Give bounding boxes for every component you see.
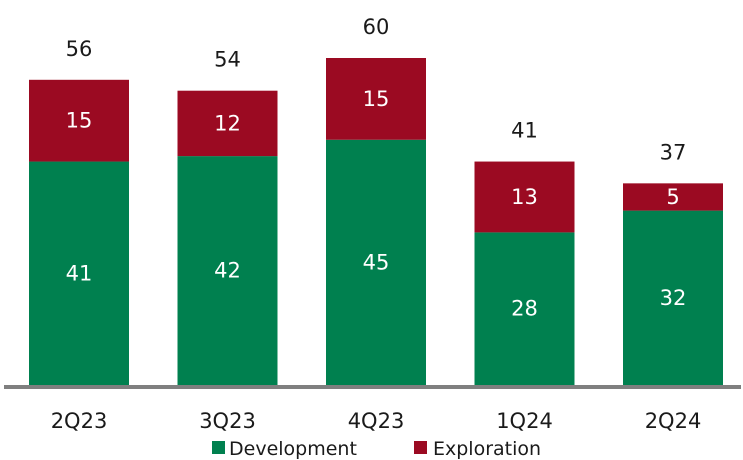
legend-label-exploration: Exploration xyxy=(433,438,541,460)
x-tick-3Q23: 3Q23 xyxy=(199,409,256,433)
total-label-2Q24: 37 xyxy=(660,140,687,164)
bar-development-4Q23 xyxy=(326,139,426,385)
legend-swatch-development xyxy=(212,441,225,454)
legend-swatch-exploration xyxy=(414,441,427,454)
total-label-4Q23: 60 xyxy=(363,15,390,39)
bar-exploration-2Q24 xyxy=(623,183,723,211)
segment-labels-group: 41 15 42 12 45 15 28 13 32 5 xyxy=(66,87,687,321)
bar-exploration-3Q23 xyxy=(177,90,278,157)
value-label-development-3Q23: 42 xyxy=(214,259,241,283)
x-tick-4Q23: 4Q23 xyxy=(348,409,405,433)
bar-development-2Q24 xyxy=(623,210,723,385)
x-tick-1Q24: 1Q24 xyxy=(496,409,553,433)
legend-label-development: Development xyxy=(229,438,357,460)
bar-exploration-4Q23 xyxy=(326,58,426,140)
value-label-exploration-3Q23: 12 xyxy=(214,111,241,135)
bar-development-3Q23 xyxy=(177,156,278,385)
x-tick-2Q24: 2Q24 xyxy=(645,409,702,433)
x-tick-2Q23: 2Q23 xyxy=(51,409,108,433)
bar-development-2Q23 xyxy=(29,161,129,385)
bar-exploration-1Q24 xyxy=(474,161,575,233)
value-label-exploration-4Q23: 15 xyxy=(363,87,390,111)
total-labels-group: 56 54 60 41 37 xyxy=(66,15,687,164)
total-label-2Q23: 56 xyxy=(66,37,93,61)
value-label-development-1Q24: 28 xyxy=(511,297,538,321)
value-label-development-2Q23: 41 xyxy=(66,261,93,285)
x-tick-labels-group: 2Q23 3Q23 4Q23 1Q24 2Q24 xyxy=(51,409,702,433)
bar-development-1Q24 xyxy=(474,232,575,385)
value-label-development-4Q23: 45 xyxy=(363,250,390,274)
value-label-exploration-1Q24: 13 xyxy=(511,185,538,209)
value-label-exploration-2Q23: 15 xyxy=(66,109,93,133)
legend: Development Exploration xyxy=(212,438,541,460)
total-label-1Q24: 41 xyxy=(511,119,538,143)
total-label-3Q23: 54 xyxy=(214,48,241,72)
value-label-development-2Q24: 32 xyxy=(660,286,687,310)
bar-exploration-2Q23 xyxy=(29,79,129,162)
value-label-exploration-2Q24: 5 xyxy=(666,185,679,209)
bars-group xyxy=(29,58,723,385)
